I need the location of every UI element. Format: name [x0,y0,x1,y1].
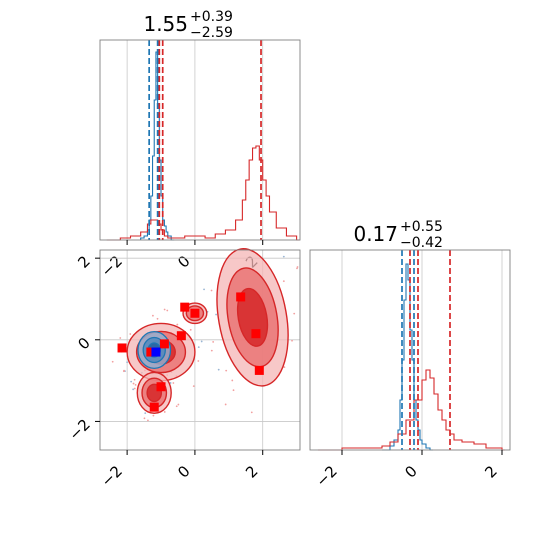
scatter-point [200,340,203,343]
panel-bottom-left-red-marker-1 [146,347,156,357]
panel-bottom-left-ytick-label: 2 [74,252,93,271]
scatter-point [232,389,235,392]
panel-bottom-left-frame [99,249,301,451]
panel-top-left-frame [99,39,301,241]
panel-bottom-left-red-marker-6 [190,308,200,318]
panel-bottom-right-hist-series-0 [382,263,433,451]
scatter-point [129,333,132,335]
panel-top-left-title-value: 1.55 [143,12,188,36]
panel-bottom-left-red-marker-4 [180,302,190,312]
scatter-point [224,403,227,406]
panel-top-left-xtick-label: 0 [174,252,193,271]
scatter-point [126,361,129,364]
scatter-point [296,267,298,270]
panel-bottom-left-xtick-label: −2 [98,462,126,490]
scatter-point [169,382,172,384]
scatter-point [172,382,175,384]
panel-bottom-right-title-lower: −0.42 [400,235,443,251]
panel-bottom-left-red-marker-10 [159,339,169,349]
scatter-point [197,346,200,349]
panel-bottom-left-red-marker-3 [149,402,159,412]
scatter-point [215,313,217,316]
panel-bottom-left-red-marker-8 [251,329,261,339]
panel-bottom-right-xtick-label: 0 [401,462,420,481]
scatter-point [210,349,213,352]
scatter-point [210,289,213,292]
scatter-point [132,382,135,385]
panel-top-left-title: 1.55 +0.39−2.59 [143,9,232,41]
scatter-point [293,312,296,315]
panel-bottom-right-title-value: 0.17 [353,222,398,246]
panel-bottom-right-title: 0.17 +0.55−0.42 [353,219,442,251]
scatter-point [296,266,299,268]
panel-bottom-right-frame [309,249,511,451]
panel-bottom-right-title-upper: +0.55 [400,219,443,235]
panel-top-left-title-upper: +0.39 [190,9,233,25]
scatter-point [203,288,205,291]
panel-top-left-xtick-label: −2 [98,252,126,280]
scatter-point [122,370,125,373]
scatter-point [177,403,180,406]
panel-bottom-left-xtick-label: 2 [242,462,261,481]
scatter-point [225,369,228,372]
scatter-point [283,366,286,369]
panel-bottom-right-xtick-label: −2 [312,462,340,490]
scatter-point [192,385,195,387]
panel-bottom-left-ytick-label: 0 [74,334,93,353]
scatter-point [134,383,137,386]
panel-bottom-left-red-marker-9 [254,365,264,375]
scatter-point [147,419,149,422]
scatter-point [111,360,114,363]
scatter-point [133,378,136,381]
scatter-point [176,323,179,326]
panel-bottom-left-red-marker-0 [117,343,127,353]
panel-top-left-title-lower: −2.59 [190,25,233,41]
panel-bottom-right-hist-series-1 [318,369,505,451]
scatter-point [175,405,178,408]
panel-bottom-right-xtick-label: 2 [481,462,500,481]
scatter-point [152,314,154,317]
scatter-point [197,360,200,362]
panel-top-left-hist-series-1 [106,145,300,241]
scatter-point [119,337,122,339]
scatter-point [282,255,285,258]
scatter-point [163,308,166,311]
panel-bottom-left-red-marker-2 [156,382,166,392]
scatter-point [231,379,234,382]
panel-bottom-left-ytick-label: −2 [65,416,93,444]
scatter-point [282,280,285,283]
panel-bottom-left-xtick-label: 0 [174,462,193,481]
panel-bottom-left-blue-marker-0 [151,347,161,357]
scatter-point [189,328,192,331]
scatter-point [217,368,220,371]
panel-bottom-left-red-marker-7 [236,292,246,302]
scatter-point [152,414,155,417]
scatter-point [291,339,293,342]
scatter-point [133,387,136,390]
scatter-point [130,380,133,383]
scatter-point [166,309,169,312]
scatter-point [156,317,159,320]
scatter-point [143,417,146,420]
scatter-point [250,411,253,414]
scatter-point [144,412,147,415]
scatter-point [132,388,135,391]
panel-bottom-left-red-marker-5 [176,331,186,341]
scatter-point [163,411,166,413]
scatter-point [212,341,215,343]
